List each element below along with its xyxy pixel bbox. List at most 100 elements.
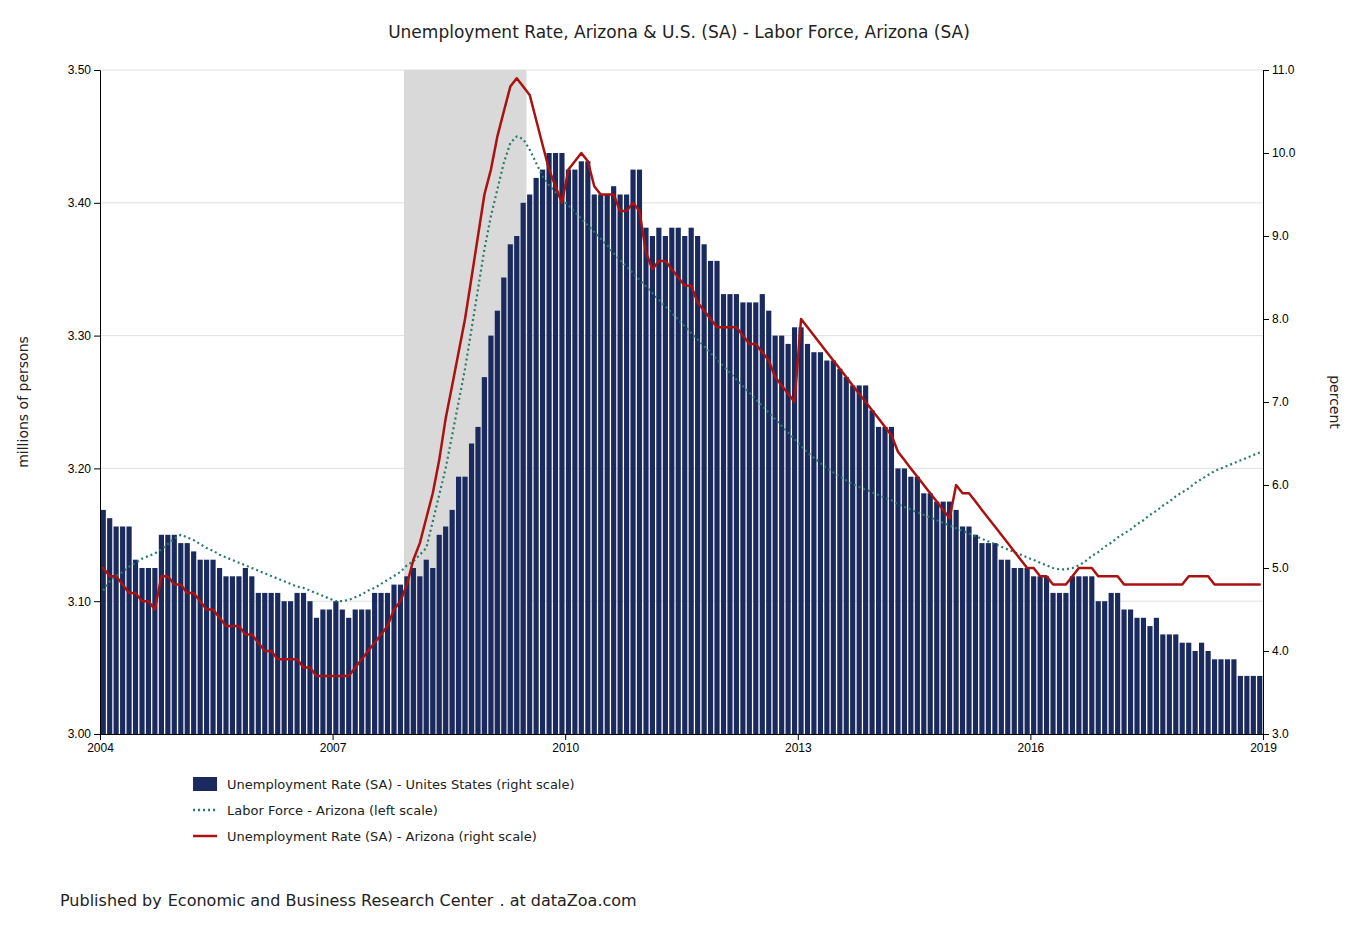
bar [773, 336, 778, 734]
bar [921, 493, 926, 734]
bar [210, 560, 215, 734]
bar [172, 535, 177, 734]
bar [120, 527, 125, 735]
annotation: Published by [60, 891, 162, 910]
bar [695, 236, 700, 734]
axis: 3.00 3.10 3.20 3.30 3.40 3.50 [68, 63, 101, 741]
marks [101, 70, 1263, 734]
bar [275, 593, 280, 734]
tick-label: 3.00 [68, 727, 92, 741]
tick: 2004 [87, 734, 114, 755]
line [103, 136, 1259, 601]
bar [566, 170, 571, 734]
legend-swatch [193, 835, 217, 838]
bar [973, 535, 978, 734]
tick: 3.00 [68, 727, 100, 741]
tick-mark [1263, 402, 1269, 403]
bar [643, 228, 648, 734]
tick: 3.20 [68, 462, 100, 476]
tick: 3.30 [68, 329, 100, 343]
bar [908, 477, 913, 734]
axis-title: percent [1327, 375, 1343, 429]
bar [585, 161, 590, 734]
bar [669, 228, 674, 734]
bar [702, 244, 707, 734]
bar [340, 610, 345, 735]
bar [372, 593, 377, 734]
annotation: Economic and Business Research Center [168, 891, 494, 910]
tick-label: 4.0 [1272, 644, 1289, 658]
bar [1050, 593, 1055, 734]
bar [243, 568, 248, 734]
tick: 11.0 [1263, 63, 1295, 77]
bar [217, 568, 222, 734]
bar [630, 170, 635, 734]
bar [1096, 601, 1101, 734]
tick: 3.50 [68, 63, 100, 77]
bar [178, 543, 183, 734]
grid-line [100, 70, 1263, 71]
bar [572, 170, 577, 734]
tick: 3.0 [1263, 727, 1289, 741]
bar [443, 527, 448, 735]
grid-line [100, 335, 1263, 336]
tick-label: 2007 [320, 741, 347, 755]
bar [165, 535, 170, 734]
bar [256, 593, 261, 734]
bar [359, 610, 364, 735]
bar [1128, 610, 1133, 735]
bar [1160, 634, 1165, 734]
tick-label: 3.30 [68, 329, 92, 343]
tick: 3.40 [68, 196, 100, 210]
bar [327, 610, 332, 735]
bar [786, 344, 791, 734]
tick-label: 3.0 [1272, 727, 1289, 741]
bar [1031, 576, 1036, 734]
bar [230, 576, 235, 734]
bar [424, 560, 429, 734]
footer: Published by Economic and Business Resear… [60, 891, 637, 910]
tick: 3.10 [68, 595, 100, 609]
bar [947, 502, 952, 734]
tick: 5.0 [1263, 561, 1289, 575]
legend-item: Labor Force - Arizona (left scale) [193, 803, 438, 818]
bar [863, 385, 868, 734]
tick-label: 3.40 [68, 196, 92, 210]
bar [1186, 643, 1191, 734]
tick-label: 11.0 [1272, 63, 1295, 77]
bar [333, 601, 338, 734]
bar [546, 153, 551, 734]
bar [1218, 659, 1223, 734]
bar [682, 236, 687, 734]
legend-label: Unemployment Rate (SA) - Arizona (right … [227, 829, 537, 844]
bar [579, 161, 584, 734]
bar [521, 203, 526, 734]
tick-label: 2016 [1018, 741, 1045, 755]
bar [727, 294, 732, 734]
bar [139, 568, 144, 734]
bar [320, 610, 325, 735]
bar [753, 302, 758, 734]
bar [1173, 634, 1178, 734]
bar [734, 294, 739, 734]
grid-line [100, 468, 1263, 469]
bar [941, 502, 946, 734]
tick-label: 5.0 [1272, 561, 1289, 575]
bar [159, 535, 164, 734]
bar [456, 477, 461, 734]
bar [559, 153, 564, 734]
tick-mark [1263, 485, 1269, 486]
tick: 2013 [785, 734, 812, 755]
bar [204, 560, 209, 734]
grid [100, 70, 1263, 734]
bar [404, 576, 409, 734]
bar [1025, 568, 1030, 734]
line [103, 78, 1259, 676]
bar [824, 361, 829, 735]
bar [501, 278, 506, 735]
bar [495, 311, 500, 734]
bar [482, 377, 487, 734]
bar [1180, 643, 1185, 734]
legend-swatch [193, 777, 217, 791]
bar [637, 170, 642, 734]
